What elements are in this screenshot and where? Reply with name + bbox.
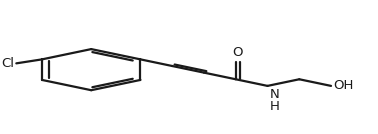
Text: N
H: N H: [270, 88, 279, 113]
Text: Cl: Cl: [2, 57, 14, 70]
Text: O: O: [233, 46, 243, 59]
Text: OH: OH: [333, 79, 353, 92]
